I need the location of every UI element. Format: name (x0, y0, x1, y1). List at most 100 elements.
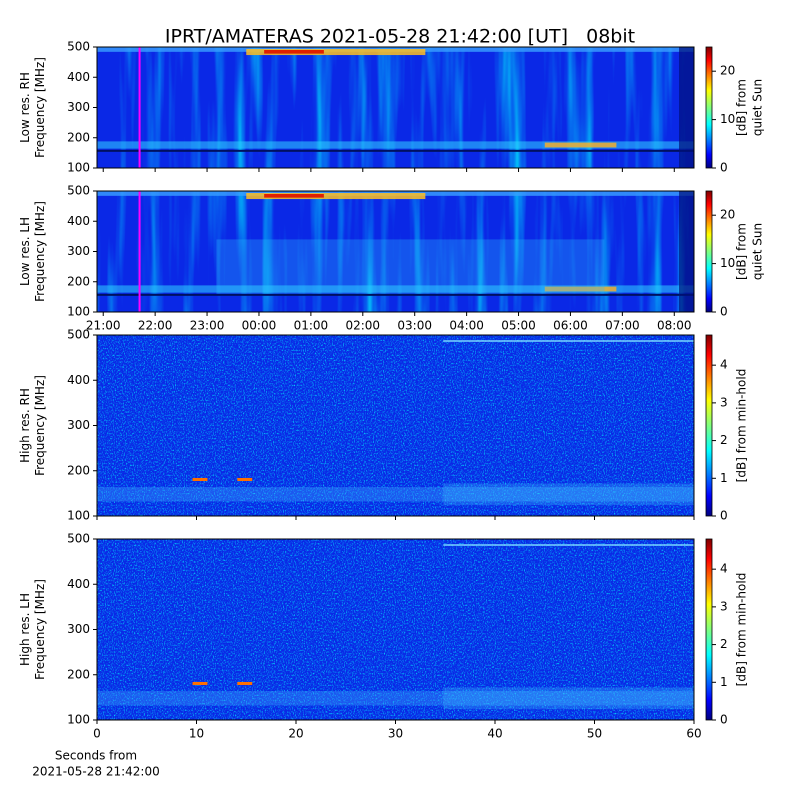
x-tick-label: 02:00 (345, 319, 380, 333)
band (443, 483, 694, 506)
x-axis-label: Seconds from (55, 749, 137, 763)
y-tick-label: 500 (67, 40, 90, 54)
band (443, 687, 694, 710)
colorbar-label: [dB] from (735, 79, 749, 136)
band (544, 286, 617, 292)
x-tick-label: 08:00 (657, 319, 692, 333)
colorbar-tick-label: 10 (720, 256, 735, 270)
x-tick-label: 03:00 (397, 319, 432, 333)
colorbar-tick-label: 3 (720, 395, 728, 409)
colorbar-tick-label: 4 (720, 358, 728, 372)
y-tick-label: 300 (67, 244, 90, 258)
y-axis-label: Frequency [MHz] (33, 201, 47, 302)
band (679, 47, 694, 168)
colorbar-tick-label: 0 (720, 305, 728, 319)
y-tick-label: 300 (67, 100, 90, 114)
y-tick-label: 100 (67, 509, 90, 523)
colorbar-tick-label: 1 (720, 675, 728, 689)
y-tick-label: 500 (67, 184, 90, 198)
x-tick-label: 50 (587, 727, 602, 741)
band (216, 239, 605, 294)
y-axis-label: Frequency [MHz] (33, 57, 47, 158)
x-tick-label: 05:00 (501, 319, 536, 333)
x-tick-label: 30 (388, 727, 403, 741)
x-tick-label: 20 (288, 727, 303, 741)
y-tick-label: 300 (67, 418, 90, 432)
colorbar-label: quiet Sun (751, 223, 765, 280)
y-tick-label: 200 (67, 130, 90, 144)
band (544, 142, 617, 148)
colorbar-label: [dB] from (735, 223, 749, 280)
colorbar (705, 190, 713, 313)
colorbar-label: quiet Sun (751, 79, 765, 136)
band (97, 691, 694, 706)
colorbar-tick-label: 0 (720, 713, 728, 727)
band (97, 487, 694, 502)
colorbar-tick-label: 20 (720, 208, 735, 222)
colorbar (705, 538, 713, 721)
colorbar-tick-label: 20 (720, 64, 735, 78)
x-tick-label: 60 (686, 727, 701, 741)
band (443, 340, 694, 342)
band (97, 285, 694, 293)
burst (237, 477, 253, 481)
colorbar-label: [dB] from min-hold (735, 573, 749, 687)
x-tick-label: 23:00 (190, 319, 225, 333)
spectrogram-texture (97, 539, 694, 720)
colorbar-tick-label: 2 (720, 637, 728, 651)
y-tick-label: 400 (67, 373, 90, 387)
band (97, 293, 694, 296)
y-tick-label: 100 (67, 161, 90, 175)
colorbar (705, 334, 713, 517)
y-tick-label: 200 (67, 463, 90, 477)
y-tick-label: 100 (67, 305, 90, 319)
x-tick-label: 06:00 (553, 319, 588, 333)
colorbar-label: [dB] from min-hold (735, 369, 749, 483)
y-tick-label: 400 (67, 70, 90, 84)
band (443, 544, 694, 546)
chart-title: IPRT/AMATERAS 2021-05-28 21:42:00 [UT] 0… (165, 26, 635, 48)
y-tick-label: 400 (67, 214, 90, 228)
y-tick-label: 500 (67, 328, 90, 342)
colorbar-tick-label: 0 (720, 509, 728, 523)
band (264, 194, 324, 198)
burst (237, 681, 253, 685)
x-tick-label: 21:00 (86, 319, 121, 333)
x-tick-label: 22:00 (138, 319, 173, 333)
y-axis-label: Frequency [MHz] (33, 579, 47, 680)
y-tick-label: 100 (67, 713, 90, 727)
x-tick-label: 0 (93, 727, 101, 741)
y-tick-label: 200 (67, 667, 90, 681)
x-axis-label: 2021-05-28 21:42:00 (32, 765, 159, 779)
y-tick-label: 500 (67, 532, 90, 546)
colorbar-tick-label: 10 (720, 112, 735, 126)
y-axis-label: Low res. LH (18, 217, 32, 286)
y-axis-label: Frequency [MHz] (33, 375, 47, 476)
x-tick-label: 10 (189, 727, 204, 741)
band (246, 49, 426, 56)
burst (192, 477, 208, 481)
colorbar-tick-label: 3 (720, 599, 728, 613)
colorbar (705, 46, 713, 169)
y-axis-label: Low res. RH (18, 72, 32, 143)
colorbar-tick-label: 1 (720, 471, 728, 485)
burst (192, 681, 208, 685)
y-axis-label: High res. LH (18, 593, 32, 666)
x-tick-label: 04:00 (449, 319, 484, 333)
y-tick-label: 400 (67, 577, 90, 591)
x-tick-label: 07:00 (605, 319, 640, 333)
x-tick-label: 01:00 (294, 319, 329, 333)
band (264, 50, 324, 54)
colorbar-tick-label: 2 (720, 433, 728, 447)
colorbar-tick-label: 0 (720, 161, 728, 175)
spectrogram-texture (97, 335, 694, 516)
band (246, 193, 426, 200)
band (97, 149, 694, 152)
x-tick-label: 00:00 (242, 319, 277, 333)
y-tick-label: 200 (67, 274, 90, 288)
x-tick-label: 40 (487, 727, 502, 741)
y-tick-label: 300 (67, 622, 90, 636)
colorbar-tick-label: 4 (720, 562, 728, 576)
band (679, 191, 694, 312)
